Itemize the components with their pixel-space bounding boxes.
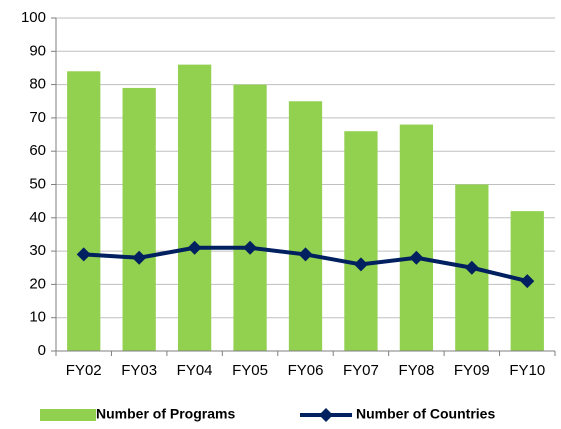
x-tick-label: FY07	[343, 362, 379, 379]
x-tick-label: FY08	[398, 362, 434, 379]
y-tick-label: 80	[29, 76, 46, 93]
y-tick-label: 90	[29, 42, 46, 59]
marker	[76, 247, 91, 262]
y-tick-label: 60	[29, 142, 46, 159]
marker	[132, 250, 147, 265]
bar	[399, 124, 434, 351]
legend-marker	[319, 408, 333, 422]
x-tick-label: FY05	[232, 362, 268, 379]
marker	[464, 260, 479, 275]
legend-label: Number of Programs	[96, 406, 235, 422]
bar	[177, 64, 212, 352]
marker	[409, 250, 424, 265]
marker	[298, 247, 313, 262]
y-tick-label: 20	[29, 275, 46, 292]
y-tick-label: 30	[29, 242, 46, 259]
marker	[520, 274, 535, 289]
bar	[233, 84, 267, 351]
bar	[67, 71, 101, 351]
x-tick-label: FY06	[288, 362, 324, 379]
x-tick-label: FY10	[509, 362, 545, 379]
bar	[288, 101, 323, 351]
bar	[122, 87, 156, 352]
x-tick-label: FY04	[177, 362, 213, 379]
x-tick-label: FY02	[66, 362, 102, 379]
y-tick-label: 100	[21, 9, 46, 26]
y-tick-label: 70	[29, 109, 46, 126]
y-tick-label: 10	[29, 309, 46, 326]
legend-label: Number of Countries	[356, 406, 495, 422]
marker	[353, 257, 368, 272]
x-tick-label: FY03	[121, 362, 157, 379]
x-tick-label: FY09	[454, 362, 490, 379]
marker	[187, 240, 202, 255]
y-tick-label: 0	[38, 342, 46, 359]
y-tick-label: 40	[29, 209, 46, 226]
marker	[243, 240, 258, 255]
y-tick-label: 50	[29, 175, 46, 192]
bar	[344, 131, 378, 351]
legend-swatch	[40, 409, 96, 421]
